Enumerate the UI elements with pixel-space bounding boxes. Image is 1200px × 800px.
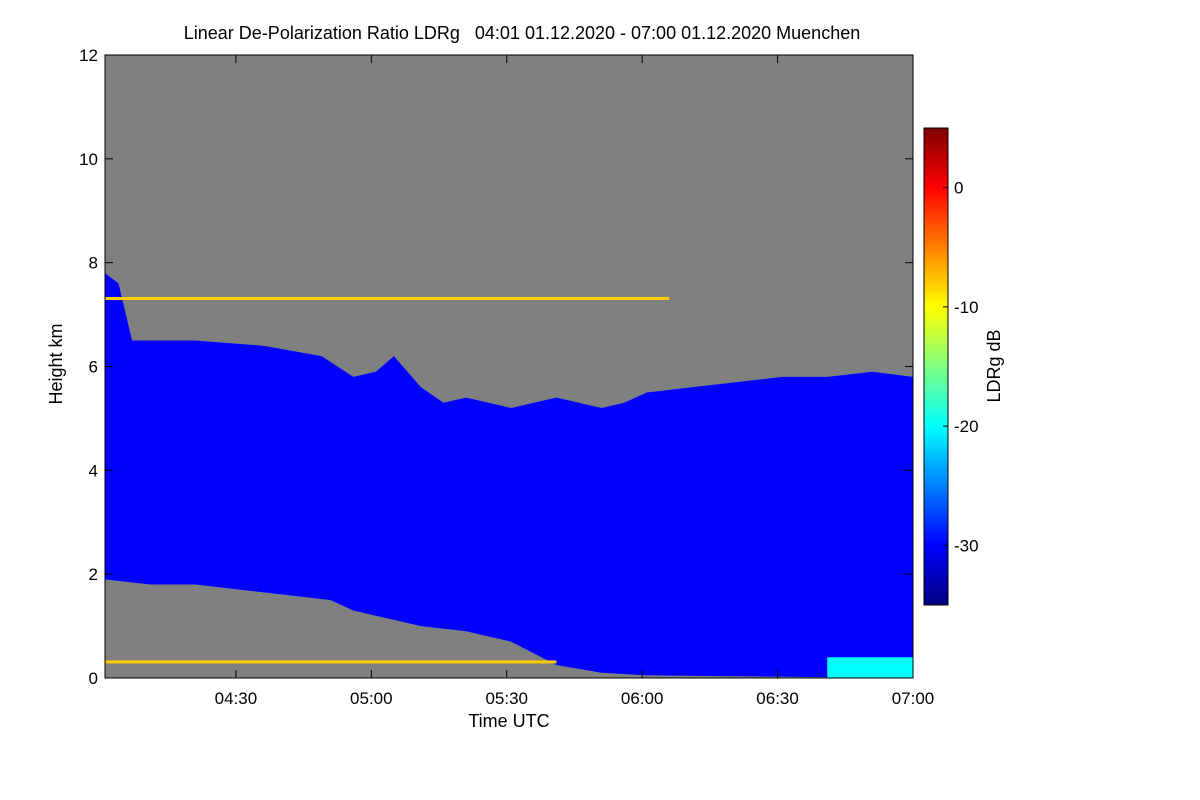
- colorbar-tick-label: -30: [954, 536, 979, 555]
- x-tick-label: 05:00: [350, 689, 393, 708]
- x-axis-label: Time UTC: [468, 711, 549, 731]
- y-tick-label: 6: [89, 358, 98, 377]
- cloud-region: [105, 273, 913, 678]
- x-tick-label: 05:30: [485, 689, 528, 708]
- y-tick-label: 10: [79, 150, 98, 169]
- x-tick-label: 06:00: [621, 689, 664, 708]
- y-tick-label: 0: [89, 669, 98, 688]
- chart-title: Linear De-Polarization Ratio LDRg 04:01 …: [184, 23, 860, 43]
- colorbar-tick-label: -10: [954, 298, 979, 317]
- surface-echo: [827, 657, 913, 678]
- colorbar-label: LDRg dB: [984, 329, 1004, 402]
- colorbar-tick-label: 0: [954, 179, 963, 198]
- colorbar: [923, 127, 949, 606]
- colorbar-tick-label: -20: [954, 417, 979, 436]
- cirrus-layer: [105, 297, 670, 301]
- y-tick-label: 4: [89, 461, 98, 480]
- x-tick-label: 04:30: [215, 689, 258, 708]
- y-axis-label: Height km: [46, 323, 66, 404]
- y-tick-label: 8: [89, 254, 98, 273]
- y-tick-label: 2: [89, 565, 98, 584]
- x-tick-label: 06:30: [756, 689, 799, 708]
- y-tick-label: 12: [79, 46, 98, 65]
- x-tick-label: 07:00: [892, 689, 935, 708]
- near-surface-layer: [105, 660, 557, 664]
